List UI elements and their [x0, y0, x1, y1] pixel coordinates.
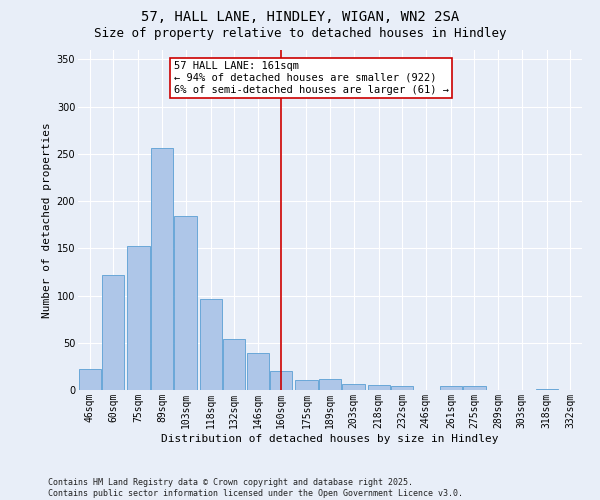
Bar — [536, 389, 558, 390]
Bar — [391, 386, 413, 390]
Y-axis label: Number of detached properties: Number of detached properties — [43, 122, 52, 318]
Bar — [127, 246, 149, 390]
Bar — [200, 300, 222, 390]
Bar — [175, 216, 197, 390]
Text: 57 HALL LANE: 161sqm
← 94% of detached houses are smaller (922)
6% of semi-detac: 57 HALL LANE: 161sqm ← 94% of detached h… — [174, 62, 449, 94]
Text: 57, HALL LANE, HINDLEY, WIGAN, WN2 2SA: 57, HALL LANE, HINDLEY, WIGAN, WN2 2SA — [141, 10, 459, 24]
Bar — [440, 386, 462, 390]
Text: Contains HM Land Registry data © Crown copyright and database right 2025.
Contai: Contains HM Land Registry data © Crown c… — [48, 478, 463, 498]
Bar — [102, 275, 124, 390]
Bar — [151, 148, 173, 390]
Bar — [223, 339, 245, 390]
Bar — [270, 371, 292, 390]
Bar — [247, 353, 269, 390]
Bar — [343, 384, 365, 390]
X-axis label: Distribution of detached houses by size in Hindley: Distribution of detached houses by size … — [161, 434, 499, 444]
Bar — [79, 369, 101, 390]
Bar — [368, 386, 390, 390]
Bar — [319, 378, 341, 390]
Bar — [463, 386, 485, 390]
Text: Size of property relative to detached houses in Hindley: Size of property relative to detached ho… — [94, 28, 506, 40]
Bar — [295, 380, 317, 390]
